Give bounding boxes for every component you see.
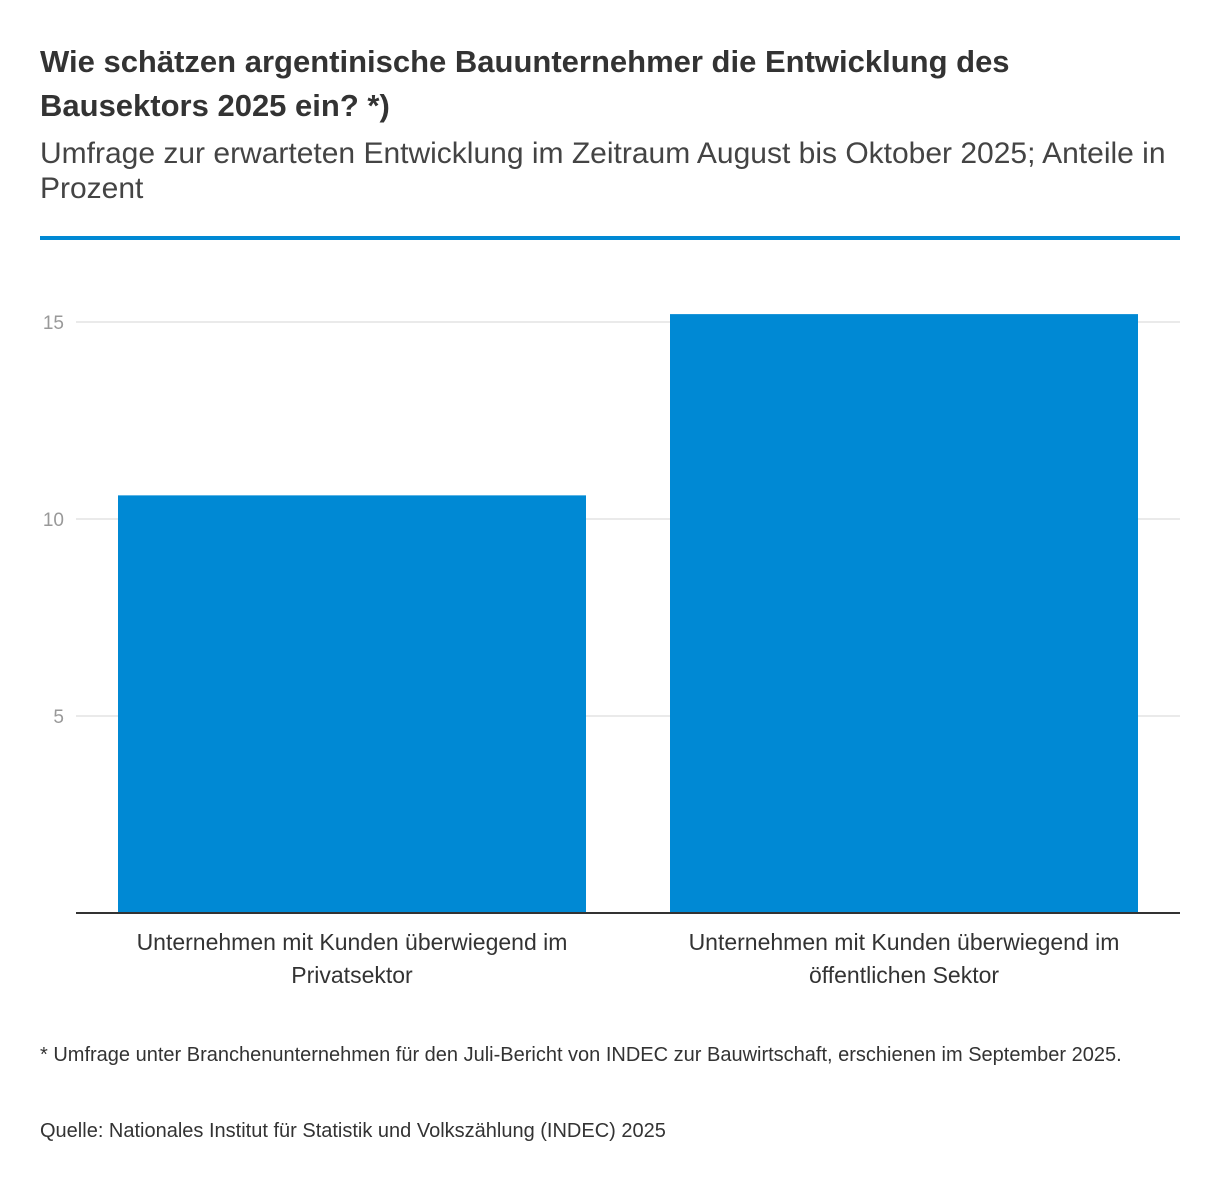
chart-title: Wie schätzen argentinische Bauunternehme… — [40, 44, 1010, 123]
x-axis-labels: Unternehmen mit Kunden überwiegend im Pri… — [137, 929, 1120, 988]
footnote: * Umfrage unter Branchenunternehmen für … — [40, 1044, 1122, 1066]
x-category-label-line: Privatsektor — [291, 962, 413, 988]
x-category-label-line: öffentlichen Sektor — [809, 962, 999, 988]
source-note: Quelle: Nationales Institut für Statisti… — [40, 1120, 666, 1142]
x-category-label: Unternehmen mit Kunden überwiegend im öff… — [689, 929, 1120, 988]
x-category-label: Unternehmen mit Kunden überwiegend im Pri… — [137, 929, 568, 988]
chart-subtitle: Umfrage zur erwarteten Entwicklung im Ze… — [40, 137, 1166, 205]
bars — [118, 314, 1138, 913]
bar-2 — [670, 314, 1138, 913]
x-category-label-line: Unternehmen mit Kunden überwiegend im — [137, 929, 568, 955]
x-category-label-line: Unternehmen mit Kunden überwiegend im — [689, 929, 1120, 955]
y-tick-label: 15 — [43, 313, 64, 334]
y-tick-label: 10 — [43, 510, 64, 531]
y-tick-label: 5 — [53, 707, 64, 728]
bar-1 — [118, 495, 586, 913]
header-divider — [40, 236, 1180, 240]
y-axis-ticks: 5 10 15 — [43, 313, 64, 728]
